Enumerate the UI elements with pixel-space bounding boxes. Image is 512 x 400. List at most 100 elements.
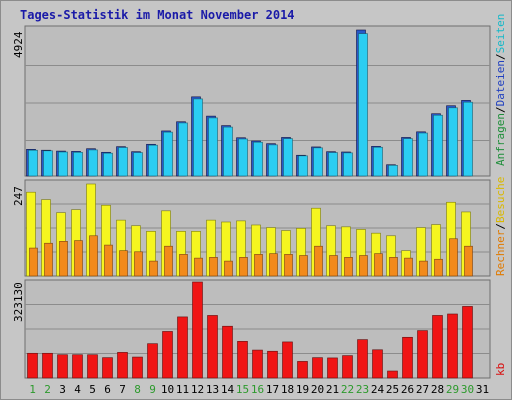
bar-rechner [119, 250, 128, 277]
bar-kb [417, 330, 428, 379]
bar-rechner [224, 260, 233, 277]
day-label: 3 [59, 383, 66, 396]
bar-kb [387, 370, 398, 379]
bar-kb [297, 361, 308, 379]
day-label: 29 [446, 383, 459, 396]
day-label: 25 [386, 383, 399, 396]
bar-rechner [239, 257, 248, 277]
day-label: 10 [161, 383, 174, 396]
bar-anfragen [313, 147, 323, 177]
bar-rechner [389, 257, 398, 277]
bar-kb [432, 315, 443, 379]
day-label: 12 [191, 383, 204, 396]
bar-rechner [419, 260, 428, 277]
bar-anfragen [163, 131, 173, 177]
bar-rechner [284, 254, 293, 277]
bar-rechner [329, 255, 338, 277]
day-label: 2 [44, 383, 51, 396]
bar-rechner [89, 235, 98, 277]
bar-anfragen [253, 141, 263, 177]
day-label: 28 [431, 383, 444, 396]
day-label: 30 [461, 383, 474, 396]
bar-anfragen [88, 149, 98, 177]
day-label: 23 [356, 383, 369, 396]
bar-rechner [374, 253, 383, 277]
bar-kb [57, 354, 68, 379]
day-label: 8 [134, 383, 141, 396]
bar-kb [282, 341, 293, 379]
day-label: 26 [401, 383, 414, 396]
bar-rechner [59, 241, 68, 277]
bar-anfragen [28, 149, 38, 177]
bar-rechner [299, 255, 308, 277]
bar-anfragen [388, 165, 398, 177]
bar-anfragen [463, 101, 473, 177]
bar-rechner [359, 255, 368, 277]
bar-anfragen [208, 117, 218, 177]
bar-anfragen [433, 114, 443, 177]
bar-kb [402, 336, 413, 379]
bar-kb [27, 352, 38, 379]
day-label: 14 [221, 383, 235, 396]
bar-kb [207, 315, 218, 379]
bar-rechner [29, 247, 38, 277]
day-label: 20 [311, 383, 324, 396]
bar-kb [102, 357, 113, 379]
bar-anfragen [103, 152, 113, 177]
bar-kb [312, 357, 323, 379]
bar-anfragen [58, 151, 68, 177]
bar-kb [342, 355, 353, 379]
bar-rechner [209, 257, 218, 277]
day-label: 24 [371, 383, 385, 396]
bar-kb [357, 339, 368, 379]
bar-anfragen [328, 152, 338, 177]
bar-anfragen [418, 132, 428, 177]
chart-title: Tages-Statistik im Monat November 2014 [20, 8, 295, 22]
day-label: 22 [341, 383, 354, 396]
day-label: 1 [29, 383, 36, 396]
bar-kb [87, 354, 98, 379]
bar-kb [237, 341, 248, 379]
day-label: 9 [149, 383, 156, 396]
bar-rechner [464, 245, 473, 277]
bar-anfragen [283, 138, 293, 177]
bar-rechner [269, 253, 278, 277]
bar-rechner [344, 257, 353, 277]
bar-rechner [74, 240, 83, 277]
bar-anfragen [358, 33, 368, 177]
day-label: 21 [326, 383, 339, 396]
bar-rechner [254, 254, 263, 277]
bar-kb [462, 306, 473, 379]
bar-anfragen [238, 138, 248, 177]
bar-kb [267, 350, 278, 379]
bar-kb [117, 352, 128, 379]
bar-kb [177, 316, 188, 379]
bar-rechner [164, 245, 173, 277]
bar-kb [252, 349, 263, 379]
day-label: 4 [74, 383, 81, 396]
bar-rechner [179, 254, 188, 277]
bar-anfragen [43, 150, 53, 177]
day-label: 13 [206, 383, 219, 396]
bar-kb [147, 343, 158, 379]
bar-kb [42, 352, 53, 379]
bar-anfragen [193, 98, 203, 177]
bar-rechner [149, 260, 158, 277]
bar-rechner [194, 257, 203, 277]
bar-anfragen [178, 122, 188, 177]
bar-rechner [404, 257, 413, 277]
bar-anfragen [343, 152, 353, 177]
bar-rechner [434, 258, 443, 277]
day-label: 17 [266, 383, 279, 396]
bar-rechner [314, 245, 323, 277]
bar-anfragen [133, 152, 143, 177]
bar-anfragen [298, 155, 308, 177]
bar-kb [222, 325, 233, 379]
day-label: 11 [176, 383, 189, 396]
day-label: 6 [104, 383, 111, 396]
bar-anfragen [118, 147, 128, 177]
day-label: 31 [476, 383, 489, 396]
bar-kb [327, 357, 338, 379]
bar-rechner [44, 242, 53, 277]
day-label: 16 [251, 383, 264, 396]
